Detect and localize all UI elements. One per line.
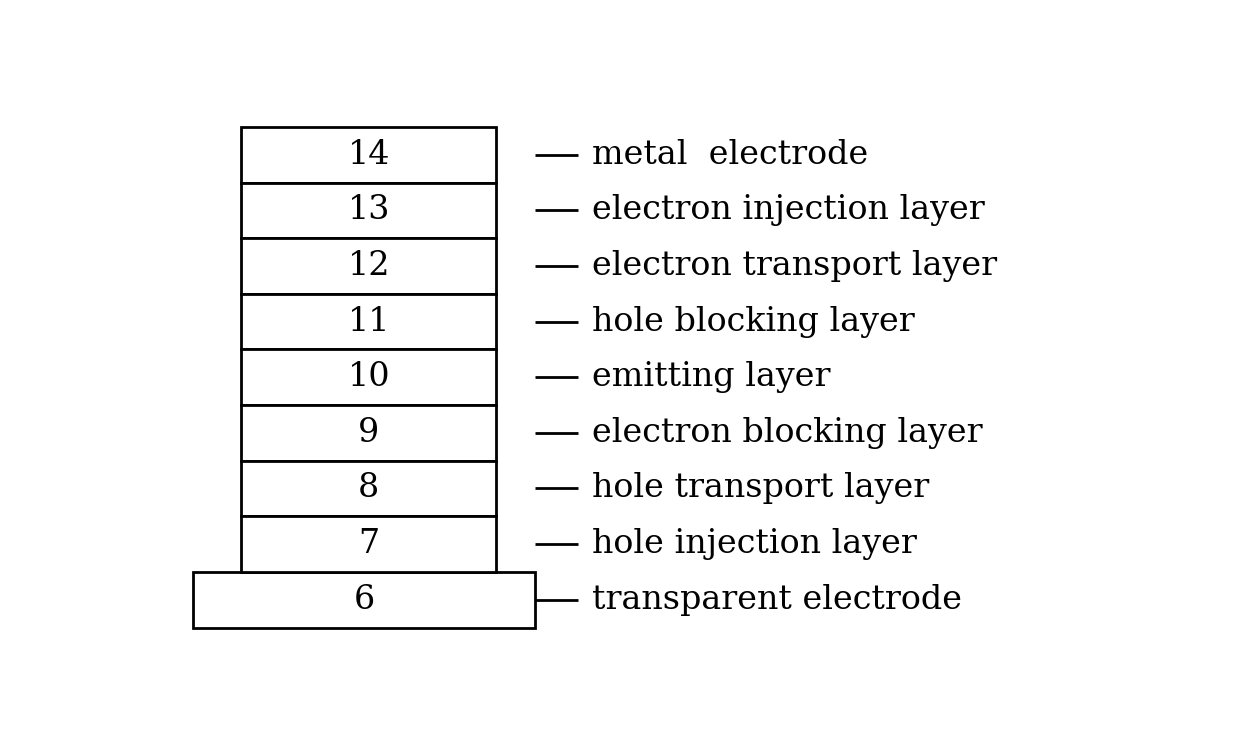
Bar	[242, 461, 496, 516]
Bar	[242, 516, 496, 572]
Text: 14: 14	[347, 139, 391, 171]
Bar	[193, 572, 534, 628]
Text: 6: 6	[353, 584, 374, 616]
Bar	[242, 349, 496, 405]
Text: hole blocking layer: hole blocking layer	[593, 306, 915, 338]
Text: electron injection layer: electron injection layer	[593, 194, 985, 227]
Text: metal  electrode: metal electrode	[593, 139, 868, 171]
Bar	[242, 183, 496, 238]
Text: electron transport layer: electron transport layer	[593, 250, 997, 282]
Text: hole transport layer: hole transport layer	[593, 472, 930, 504]
Text: 8: 8	[358, 472, 379, 504]
Text: transparent electrode: transparent electrode	[593, 584, 962, 616]
Text: 9: 9	[358, 417, 379, 449]
Text: 11: 11	[347, 306, 391, 338]
Text: 10: 10	[347, 361, 391, 393]
Text: hole injection layer: hole injection layer	[593, 528, 918, 560]
Bar	[242, 127, 496, 183]
Text: 7: 7	[358, 528, 379, 560]
Bar	[242, 294, 496, 349]
Text: 12: 12	[347, 250, 391, 282]
Text: electron blocking layer: electron blocking layer	[593, 417, 983, 449]
Text: 13: 13	[347, 194, 391, 227]
Text: emitting layer: emitting layer	[593, 361, 831, 393]
Bar	[242, 238, 496, 294]
Bar	[242, 405, 496, 461]
